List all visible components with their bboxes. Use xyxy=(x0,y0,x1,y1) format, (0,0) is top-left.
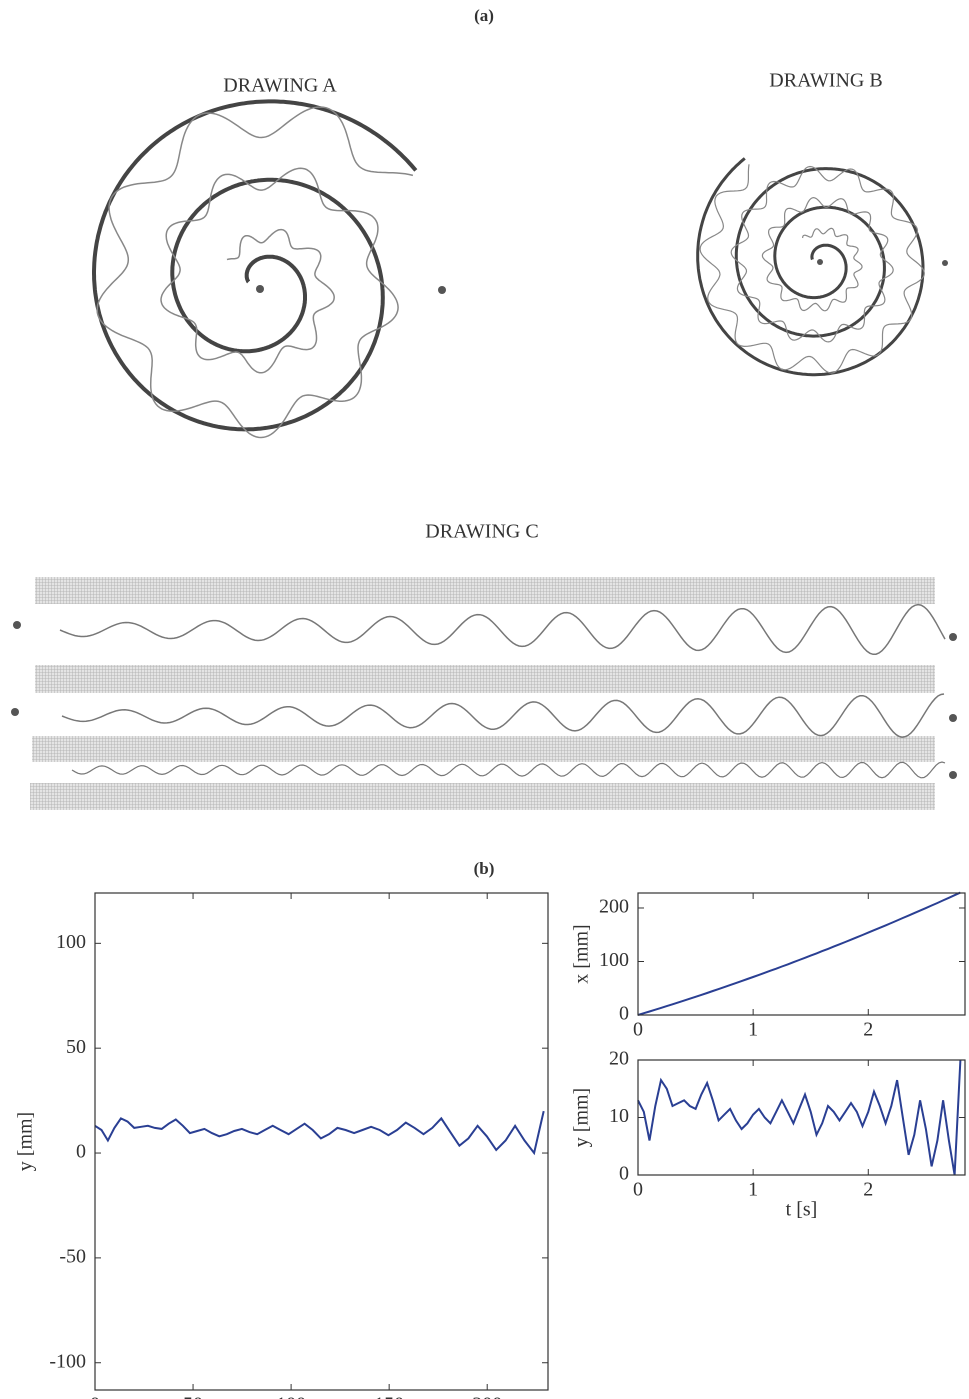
chart: 0 1 2 0 100 200 x [mm] xyxy=(571,891,966,1041)
panel-label: (a) xyxy=(474,6,494,25)
panel-label: (b) xyxy=(474,859,495,878)
y-tick-label: -50 xyxy=(59,1245,86,1267)
drawing-title: DRAWING A xyxy=(223,75,337,97)
start-dot xyxy=(13,621,21,629)
y-axis-label: y [mm] xyxy=(15,1112,37,1171)
drawing-title: DRAWING C xyxy=(425,521,538,543)
start-dot xyxy=(949,714,957,722)
line-trace xyxy=(71,761,946,779)
spiral-trace xyxy=(96,106,414,439)
axes-box xyxy=(637,892,966,1016)
y-axis-label: y [mm] xyxy=(571,1088,593,1147)
hatched-band xyxy=(30,783,935,810)
x-tick-label: 0 xyxy=(90,1394,100,1399)
data-line xyxy=(637,1059,962,1176)
data-line xyxy=(94,1110,545,1156)
y-tick-label: -100 xyxy=(49,1350,86,1372)
hatched-band xyxy=(35,665,935,693)
spiral-trace xyxy=(699,164,925,374)
line-trace xyxy=(59,603,946,656)
x-tick-label: 1 xyxy=(748,1179,758,1201)
spiral-guide xyxy=(92,99,418,432)
axes-box xyxy=(94,892,549,1391)
y-axis-label: x [mm] xyxy=(571,924,593,983)
start-dot xyxy=(949,633,957,641)
x-tick-label: 200 xyxy=(472,1394,502,1399)
start-dot xyxy=(438,286,446,294)
hatched-band xyxy=(35,577,935,604)
line-trace xyxy=(61,693,945,738)
axes-box xyxy=(637,1059,966,1176)
chart: 050100150200-100-50050100x [mm]y [mm] xyxy=(15,892,549,1399)
x-tick-label: 100 xyxy=(276,1394,306,1399)
y-tick-label: 100 xyxy=(599,949,629,971)
x-tick-label: 2 xyxy=(863,1019,873,1041)
start-dot xyxy=(817,259,823,265)
start-dot xyxy=(11,708,19,716)
x-tick-label: 150 xyxy=(374,1394,404,1399)
y-tick-label: 50 xyxy=(66,1036,86,1058)
start-dot xyxy=(942,260,948,266)
y-tick-label: 20 xyxy=(609,1048,629,1070)
x-tick-label: 0 xyxy=(633,1179,643,1201)
x-tick-label: 50 xyxy=(183,1394,203,1399)
drawings xyxy=(11,99,957,810)
data-line xyxy=(637,891,961,1016)
x-axis-label: t [s] xyxy=(786,1199,818,1221)
x-tick-label: 1 xyxy=(748,1019,758,1041)
start-dot xyxy=(949,771,957,779)
spiral-guide xyxy=(696,157,925,377)
y-tick-label: 0 xyxy=(619,1003,629,1025)
x-tick-label: 2 xyxy=(863,1179,873,1201)
y-tick-label: 0 xyxy=(619,1163,629,1185)
y-tick-label: 0 xyxy=(76,1141,86,1163)
y-tick-label: 10 xyxy=(609,1105,629,1127)
drawing-title: DRAWING B xyxy=(769,70,882,92)
y-tick-label: 100 xyxy=(56,931,86,953)
x-tick-label: 0 xyxy=(633,1019,643,1041)
y-tick-label: 200 xyxy=(599,896,629,918)
hatched-band xyxy=(32,736,935,762)
start-dot xyxy=(256,285,264,293)
